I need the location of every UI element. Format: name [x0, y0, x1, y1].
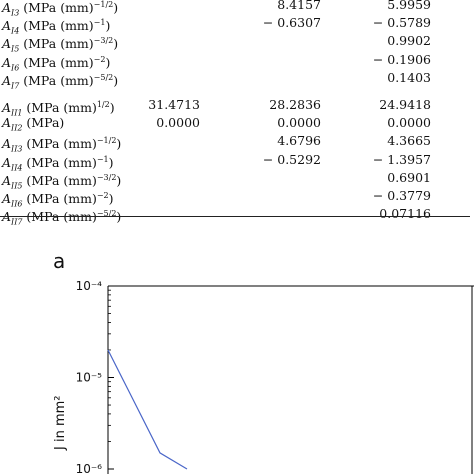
cell-v1: 31.4713	[148, 97, 200, 112]
row-label: AI5 (MPa (mm)−3/2)	[2, 36, 119, 55]
cell-v3: 0.1403	[387, 69, 431, 85]
cell-v3: − 1.3957	[372, 151, 431, 167]
cell-v3: 0.9902	[387, 33, 431, 49]
table-row: AII1 (MPa (mm)1/2) 31.4713 28.2836 24.9418	[0, 96, 474, 118]
table-row: AI5 (MPa (mm)−3/2) 0.9902	[0, 32, 474, 54]
y-tick-label: 10⁻⁵	[76, 371, 103, 385]
cell-v2: 28.2836	[269, 97, 321, 112]
cell-v2: − 0.6307	[262, 15, 321, 31]
cell-v1: 0.0000	[156, 115, 200, 131]
cell-v3: 0.0000	[387, 115, 431, 131]
table-row: AI7 (MPa (mm)−5/2) 0.1403	[0, 69, 474, 91]
row-label: AII5 (MPa (mm)−3/2)	[2, 172, 122, 191]
row-label: AII3 (MPa (mm)−1/2)	[2, 136, 122, 155]
row-label: AI3 (MPa (mm)−1/2)	[2, 0, 119, 18]
cell-v2: 8.4157	[277, 0, 321, 12]
cell-v3: − 0.1906	[372, 51, 431, 67]
series-line	[107, 349, 188, 470]
cell-v3: − 0.3779	[372, 188, 431, 203]
table-row: AII3 (MPa (mm)−1/2) 4.6796 4.3665	[0, 132, 474, 154]
cell-v2: − 0.5292	[262, 151, 321, 167]
table-row: AII4 (MPa (mm)−1) − 0.5292 − 1.3957	[0, 151, 474, 173]
row-label: AII1 (MPa (mm)1/2)	[2, 100, 115, 118]
table-row: AI4 (MPa (mm)−1) − 0.6307 − 0.5789	[0, 14, 474, 36]
table-row: AI6 (MPa (mm)−2) − 0.1906	[0, 51, 474, 73]
row-label: AI6 (MPa (mm)−2)	[2, 54, 111, 73]
row-label: AII6 (MPa (mm)−2)	[2, 191, 114, 209]
row-label: AI7 (MPa (mm)−5/2)	[2, 72, 119, 91]
table-row: AII2 (MPa) 0.0000 0.0000 0.0000	[0, 114, 474, 133]
table-bottom-rule	[0, 216, 470, 217]
cell-v3: − 0.5789	[372, 15, 431, 31]
cell-v3: 5.9959	[387, 0, 431, 12]
cell-v3: 24.9418	[379, 97, 431, 112]
y-tick-label: 10⁻⁴	[76, 279, 103, 293]
table-row: AI3 (MPa (mm)−1/2) 8.4157 5.9959	[0, 0, 474, 18]
cell-v3: 0.07116	[379, 206, 431, 222]
cell-v3: 0.6901	[387, 169, 431, 185]
row-label: AII4 (MPa (mm)−1)	[2, 154, 114, 173]
table-row: AII5 (MPa (mm)−3/2) 0.6901	[0, 169, 474, 191]
panel-label: a	[53, 249, 66, 273]
y-tick-label: 10⁻⁶	[76, 462, 103, 474]
cell-v2: 4.6796	[277, 133, 321, 149]
row-label: AI4 (MPa (mm)−1)	[2, 18, 111, 36]
cell-v2: 0.0000	[277, 115, 321, 131]
row-label: AII2 (MPa)	[2, 115, 65, 133]
cell-v3: 4.3665	[387, 133, 431, 149]
table-row: AII6 (MPa (mm)−2) − 0.3779	[0, 187, 474, 209]
parameter-table: AI3 (MPa (mm)−1/2) 8.4157 5.9959 AI4 (MPa (…	[0, 0, 474, 227]
